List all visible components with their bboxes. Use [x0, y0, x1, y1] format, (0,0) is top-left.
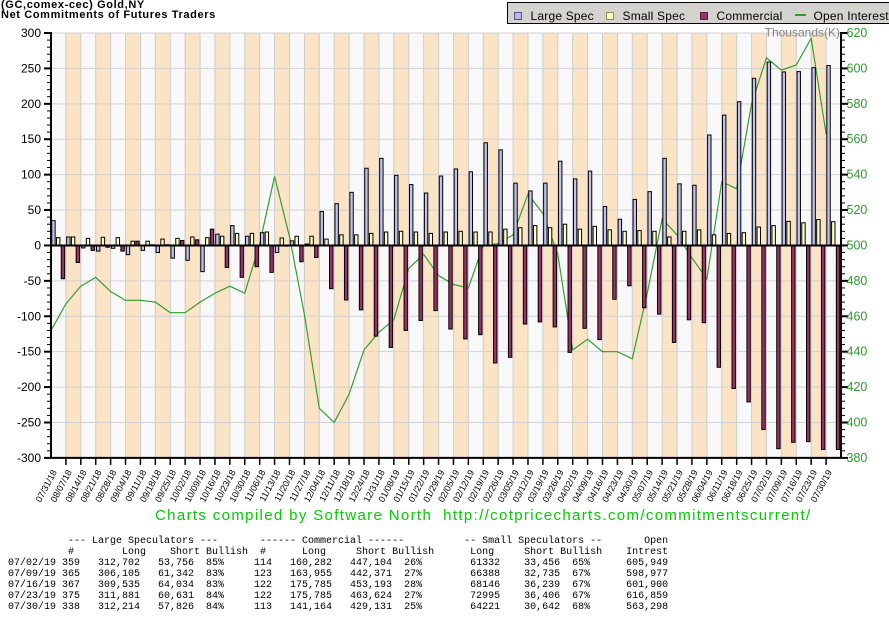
svg-text:100: 100: [21, 168, 41, 182]
svg-text:500: 500: [847, 238, 868, 252]
svg-text:50: 50: [28, 203, 42, 217]
svg-text:250: 250: [21, 61, 41, 75]
svg-text:620: 620: [847, 26, 868, 40]
svg-text:420: 420: [847, 380, 868, 394]
svg-text:150: 150: [21, 132, 41, 146]
svg-text:0: 0: [34, 238, 41, 252]
svg-text:520: 520: [847, 203, 868, 217]
svg-text:-100: -100: [17, 309, 41, 323]
svg-text:440: 440: [847, 345, 868, 359]
svg-text:460: 460: [847, 309, 868, 323]
svg-text:200: 200: [21, 97, 41, 111]
svg-text:-250: -250: [17, 415, 41, 429]
svg-text:Thousands(K): Thousands(K): [765, 26, 840, 40]
svg-text:-300: -300: [17, 451, 41, 465]
svg-text:-200: -200: [17, 380, 41, 394]
svg-text:380: 380: [847, 451, 868, 465]
svg-text:580: 580: [847, 97, 868, 111]
svg-text:560: 560: [847, 132, 868, 146]
svg-text:540: 540: [847, 168, 868, 182]
svg-text:480: 480: [847, 274, 868, 288]
svg-text:-50: -50: [24, 274, 42, 288]
svg-text:400: 400: [847, 415, 868, 429]
svg-text:-150: -150: [17, 345, 41, 359]
svg-text:600: 600: [847, 61, 868, 75]
svg-text:300: 300: [21, 26, 41, 40]
